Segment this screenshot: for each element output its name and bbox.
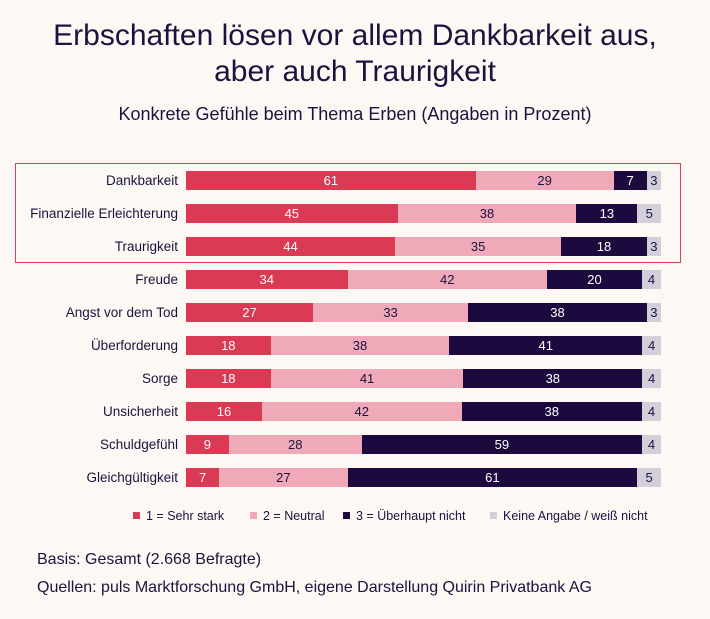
bar-segment-neutral: 42 — [347, 270, 547, 289]
basis-note: Basis: Gesamt (2.668 Befragte) — [37, 551, 262, 568]
stacked-bar: 7 27 61 5 — [186, 468, 661, 487]
category-label: Unsicherheit — [102, 404, 178, 419]
bar-segment-keine-angabe: 3 — [646, 171, 661, 190]
bar-segment-ueberhaupt-nicht: 38 — [461, 402, 642, 421]
bar-row: Angst vor dem Tod 27 33 38 3 — [0, 303, 710, 322]
bar-row: Schuldgefühl 9 28 59 4 — [0, 435, 710, 454]
bar-segment-ueberhaupt-nicht: 7 — [613, 171, 647, 190]
stacked-bar: 18 41 38 4 — [186, 369, 661, 388]
bar-segment-keine-angabe: 3 — [646, 303, 661, 322]
bar-segment-neutral: 42 — [262, 402, 462, 421]
category-label: Finanzielle Erleichterung — [30, 206, 178, 221]
legend-item: 3 = Überhaupt nicht — [343, 507, 465, 525]
stacked-bar: 61 29 7 3 — [186, 171, 661, 190]
stacked-bar: 18 38 41 4 — [186, 336, 661, 355]
bar-segment-ueberhaupt-nicht: 18 — [561, 237, 647, 256]
bar-segment-ueberhaupt-nicht: 13 — [576, 204, 638, 223]
bar-segment-sehr-stark: 34 — [186, 270, 348, 289]
stacked-bar: 16 42 38 4 — [186, 402, 661, 421]
bar-row: Unsicherheit 16 42 38 4 — [0, 402, 710, 421]
chart-subtitle: Konkrete Gefühle beim Thema Erben (Angab… — [118, 104, 592, 124]
bar-segment-sehr-stark: 16 — [186, 402, 262, 421]
bar-segment-ueberhaupt-nicht: 38 — [468, 303, 647, 322]
legend-label: Keine Angabe / weiß nicht — [503, 509, 648, 523]
stacked-bar: 27 33 38 3 — [186, 303, 661, 322]
bar-row: Gleichgültigkeit 7 27 61 5 — [0, 468, 710, 487]
bar-segment-ueberhaupt-nicht: 38 — [463, 369, 643, 388]
legend-swatch — [343, 512, 350, 520]
legend: 1 = Sehr stark 2 = Neutral 3 = Überhaupt n… — [0, 507, 710, 525]
category-label: Schuldgefühl — [99, 437, 178, 452]
bar-segment-keine-angabe: 3 — [646, 237, 661, 256]
bar-segment-neutral: 38 — [270, 336, 450, 355]
bar-segment-sehr-stark: 27 — [186, 303, 313, 322]
bar-row: Freude 34 42 20 4 — [0, 270, 710, 289]
bar-segment-neutral: 28 — [228, 435, 362, 454]
legend-label: 2 = Neutral — [263, 509, 325, 523]
category-label: Überforderung — [90, 338, 178, 353]
category-label: Traurigkeit — [114, 239, 178, 254]
stacked-bar: 9 28 59 4 — [186, 435, 661, 454]
bar-segment-keine-angabe: 5 — [637, 468, 661, 487]
bar-row: Dankbarkeit 61 29 7 3 — [0, 171, 710, 190]
bar-segment-keine-angabe: 4 — [642, 402, 661, 421]
legend-item: 1 = Sehr stark — [133, 507, 224, 525]
category-label: Freude — [135, 272, 178, 287]
bar-segment-sehr-stark: 18 — [186, 336, 271, 355]
highlight-box — [15, 163, 681, 263]
bar-segment-neutral: 35 — [395, 237, 562, 256]
bar-row: Traurigkeit 44 35 18 3 — [0, 237, 710, 256]
legend-label: 3 = Überhaupt nicht — [356, 509, 466, 523]
legend-swatch — [490, 512, 497, 520]
bar-segment-neutral: 38 — [397, 204, 577, 223]
legend-item: 2 = Neutral — [250, 507, 325, 525]
bar-row: Finanzielle Erleichterung 45 38 13 5 — [0, 204, 710, 223]
category-label: Angst vor dem Tod — [65, 305, 178, 320]
stacked-bar: 45 38 13 5 — [186, 204, 661, 223]
bar-segment-sehr-stark: 45 — [186, 204, 398, 223]
bar-segment-sehr-stark: 7 — [186, 468, 220, 487]
bar-segment-sehr-stark: 18 — [186, 369, 271, 388]
bar-segment-sehr-stark: 44 — [186, 237, 395, 256]
chart-title-line-1: Erbschaften lösen vor allem Dankbarkeit … — [53, 19, 657, 52]
stacked-bar: 34 42 20 4 — [186, 270, 661, 289]
legend-swatch — [133, 512, 140, 520]
bar-segment-neutral: 41 — [270, 369, 464, 388]
legend-label: 1 = Sehr stark — [146, 509, 225, 523]
bar-segment-ueberhaupt-nicht: 41 — [449, 336, 643, 355]
legend-item: Keine Angabe / weiß nicht — [490, 507, 648, 525]
bar-segment-sehr-stark: 9 — [186, 435, 229, 454]
legend-swatch — [250, 512, 257, 520]
bar-segment-keine-angabe: 4 — [642, 369, 661, 388]
category-label: Sorge — [141, 371, 178, 386]
bar-row: Sorge 18 41 38 4 — [0, 369, 710, 388]
bar-segment-ueberhaupt-nicht: 20 — [547, 270, 642, 289]
bar-segment-sehr-stark: 61 — [186, 171, 476, 190]
bar-segment-keine-angabe: 4 — [642, 435, 661, 454]
bar-row: Überforderung 18 38 41 4 — [0, 336, 710, 355]
bar-segment-neutral: 29 — [475, 171, 614, 190]
bar-segment-keine-angabe: 5 — [637, 204, 661, 223]
chart-title: Erbschaften lösen vor allem Dankbarkeit … — [0, 18, 710, 90]
bar-segment-neutral: 33 — [312, 303, 469, 322]
chart-title-line-2: aber auch Traurigkeit — [214, 55, 496, 88]
bar-segment-keine-angabe: 4 — [642, 336, 661, 355]
source-note: Quellen: puls Marktforschung GmbH, eigen… — [37, 579, 592, 596]
category-label: Gleichgültigkeit — [86, 470, 178, 485]
bar-segment-ueberhaupt-nicht: 61 — [347, 468, 638, 487]
category-label: Dankbarkeit — [105, 173, 178, 188]
bar-segment-neutral: 27 — [219, 468, 348, 487]
stacked-bar: 44 35 18 3 — [186, 237, 661, 256]
bar-segment-ueberhaupt-nicht: 59 — [361, 435, 642, 454]
bar-segment-keine-angabe: 4 — [642, 270, 661, 289]
